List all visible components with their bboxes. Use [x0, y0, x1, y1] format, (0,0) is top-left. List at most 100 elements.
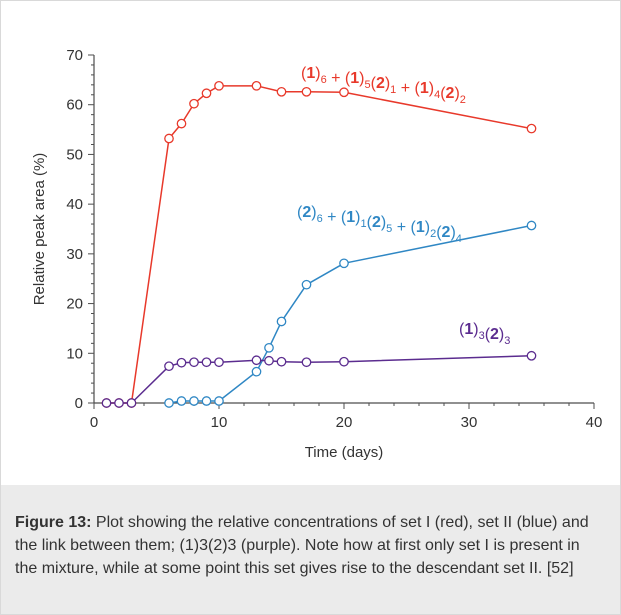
label-subscript: 3	[479, 330, 485, 342]
data-point	[339, 356, 349, 367]
data-point	[176, 357, 187, 368]
y-tick-label: 70	[66, 47, 83, 64]
data-point	[251, 366, 262, 377]
series-line	[106, 85, 532, 404]
data-point	[201, 396, 212, 406]
y-axis-label: Relative peak area (%)	[31, 153, 48, 306]
data-point	[101, 398, 112, 408]
plot-area: 0 10 20 30 40 50 60 70 0 10 20 30 40 Time (days) Relat…	[1, 1, 620, 481]
data-point	[201, 357, 212, 368]
label-subscript: 1	[390, 84, 396, 96]
y-tick-label: 60	[66, 97, 83, 114]
label-text: )	[450, 224, 455, 241]
y-tick-label: 10	[66, 345, 83, 362]
data-point	[176, 396, 187, 406]
series-1: (1)6 + (1)5(2)1 + (1)4(2)2	[101, 65, 537, 408]
x-tick-label: 20	[336, 414, 353, 431]
x-tick-label: 10	[211, 414, 228, 431]
label-subscript: 6	[321, 74, 327, 86]
x-tick-label: 0	[90, 414, 98, 431]
y-tick-label: 0	[75, 395, 83, 412]
data-point	[339, 258, 349, 269]
data-point	[176, 118, 187, 129]
data-point	[251, 80, 262, 91]
data-point	[114, 398, 124, 408]
data-point	[201, 88, 212, 99]
data-point	[189, 357, 199, 368]
label-compound-number: 1	[306, 65, 315, 82]
label-text: )	[429, 80, 434, 97]
label-compound-number: 2	[446, 85, 455, 102]
data-point	[276, 86, 287, 97]
data-point	[164, 133, 174, 144]
label-text: )	[355, 209, 360, 226]
data-point	[214, 80, 224, 91]
label-compound-number: 1	[350, 70, 359, 87]
label-subscript: 5	[386, 223, 392, 235]
label-text: (	[297, 204, 303, 221]
label-text: + (	[323, 209, 347, 226]
label-text: )	[499, 326, 504, 343]
label-text: + (	[327, 70, 351, 87]
label-compound-number: 2	[442, 224, 451, 241]
label-text: )	[381, 214, 386, 231]
y-tick-label: 20	[66, 296, 83, 313]
label-subscript: 4	[456, 233, 462, 245]
data-point	[264, 342, 274, 353]
y-tick-label: 50	[66, 146, 83, 163]
line-chart: 0 10 20 30 40 50 60 70 0 10 20 30 40 Time (days) Relat…	[31, 47, 603, 461]
label-text: (	[436, 224, 442, 241]
label-compound-number: 1	[416, 219, 425, 236]
label-compound-number: 2	[302, 204, 311, 221]
data-point	[251, 355, 262, 366]
x-tick-label: 40	[586, 414, 603, 431]
caption-body: Plot showing the relative concentrations…	[15, 514, 589, 577]
data-point	[264, 355, 274, 366]
data-point	[189, 396, 199, 406]
data-point	[164, 361, 174, 372]
y-tick-label: 40	[66, 196, 83, 213]
series-line	[168, 224, 532, 404]
label-text: (	[485, 326, 491, 343]
x-tick-label: 30	[461, 414, 478, 431]
data-point	[126, 398, 137, 408]
data-point	[189, 98, 199, 109]
data-point	[301, 279, 312, 290]
label-compound-number: 1	[464, 321, 473, 338]
label-text: )	[473, 321, 478, 338]
label-text: (	[459, 321, 465, 338]
data-point	[301, 357, 312, 368]
series-label: (1)6 + (1)5(2)1 + (1)4(2)2	[301, 65, 466, 106]
label-subscript: 3	[504, 335, 510, 347]
label-text: )	[311, 204, 316, 221]
label-text: )	[425, 219, 430, 236]
series-label: (2)6 + (1)1(2)5 + (1)2(2)4	[297, 204, 462, 245]
figure-caption: Figure 13: Plot showing the relative con…	[15, 511, 605, 580]
series-3: (1)3(2)3	[101, 321, 537, 408]
data-point	[526, 220, 537, 231]
label-text: (	[440, 85, 446, 102]
label-subscript: 4	[434, 89, 440, 101]
data-point	[526, 123, 537, 134]
label-subscript: 2	[430, 228, 436, 240]
label-text: + (	[396, 80, 420, 97]
x-axis-label: Time (days)	[305, 444, 384, 461]
caption-box: Figure 13: Plot showing the relative con…	[1, 485, 620, 614]
data-point	[339, 87, 349, 98]
label-text: )	[315, 65, 320, 82]
data-point	[526, 350, 537, 361]
data-point	[276, 356, 287, 367]
label-subscript: 6	[317, 213, 323, 225]
data-point	[276, 316, 287, 327]
y-tick-label: 30	[66, 246, 83, 263]
series-label: (1)3(2)3	[459, 321, 510, 347]
label-text: (	[367, 214, 373, 231]
data-point	[214, 396, 224, 406]
figure-label: Figure 13:	[15, 514, 92, 531]
label-compound-number: 2	[372, 214, 381, 231]
data-point	[301, 86, 312, 97]
label-subscript: 1	[360, 218, 366, 230]
label-compound-number: 1	[346, 209, 355, 226]
label-subscript: 2	[460, 94, 466, 106]
